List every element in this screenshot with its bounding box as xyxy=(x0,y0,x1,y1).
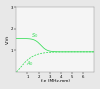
Text: $A_0$: $A_0$ xyxy=(26,59,34,68)
Text: $S_0$: $S_0$ xyxy=(31,31,38,40)
Y-axis label: V/Vt: V/Vt xyxy=(6,35,10,44)
X-axis label: f.e (MHz.mm): f.e (MHz.mm) xyxy=(41,79,70,83)
